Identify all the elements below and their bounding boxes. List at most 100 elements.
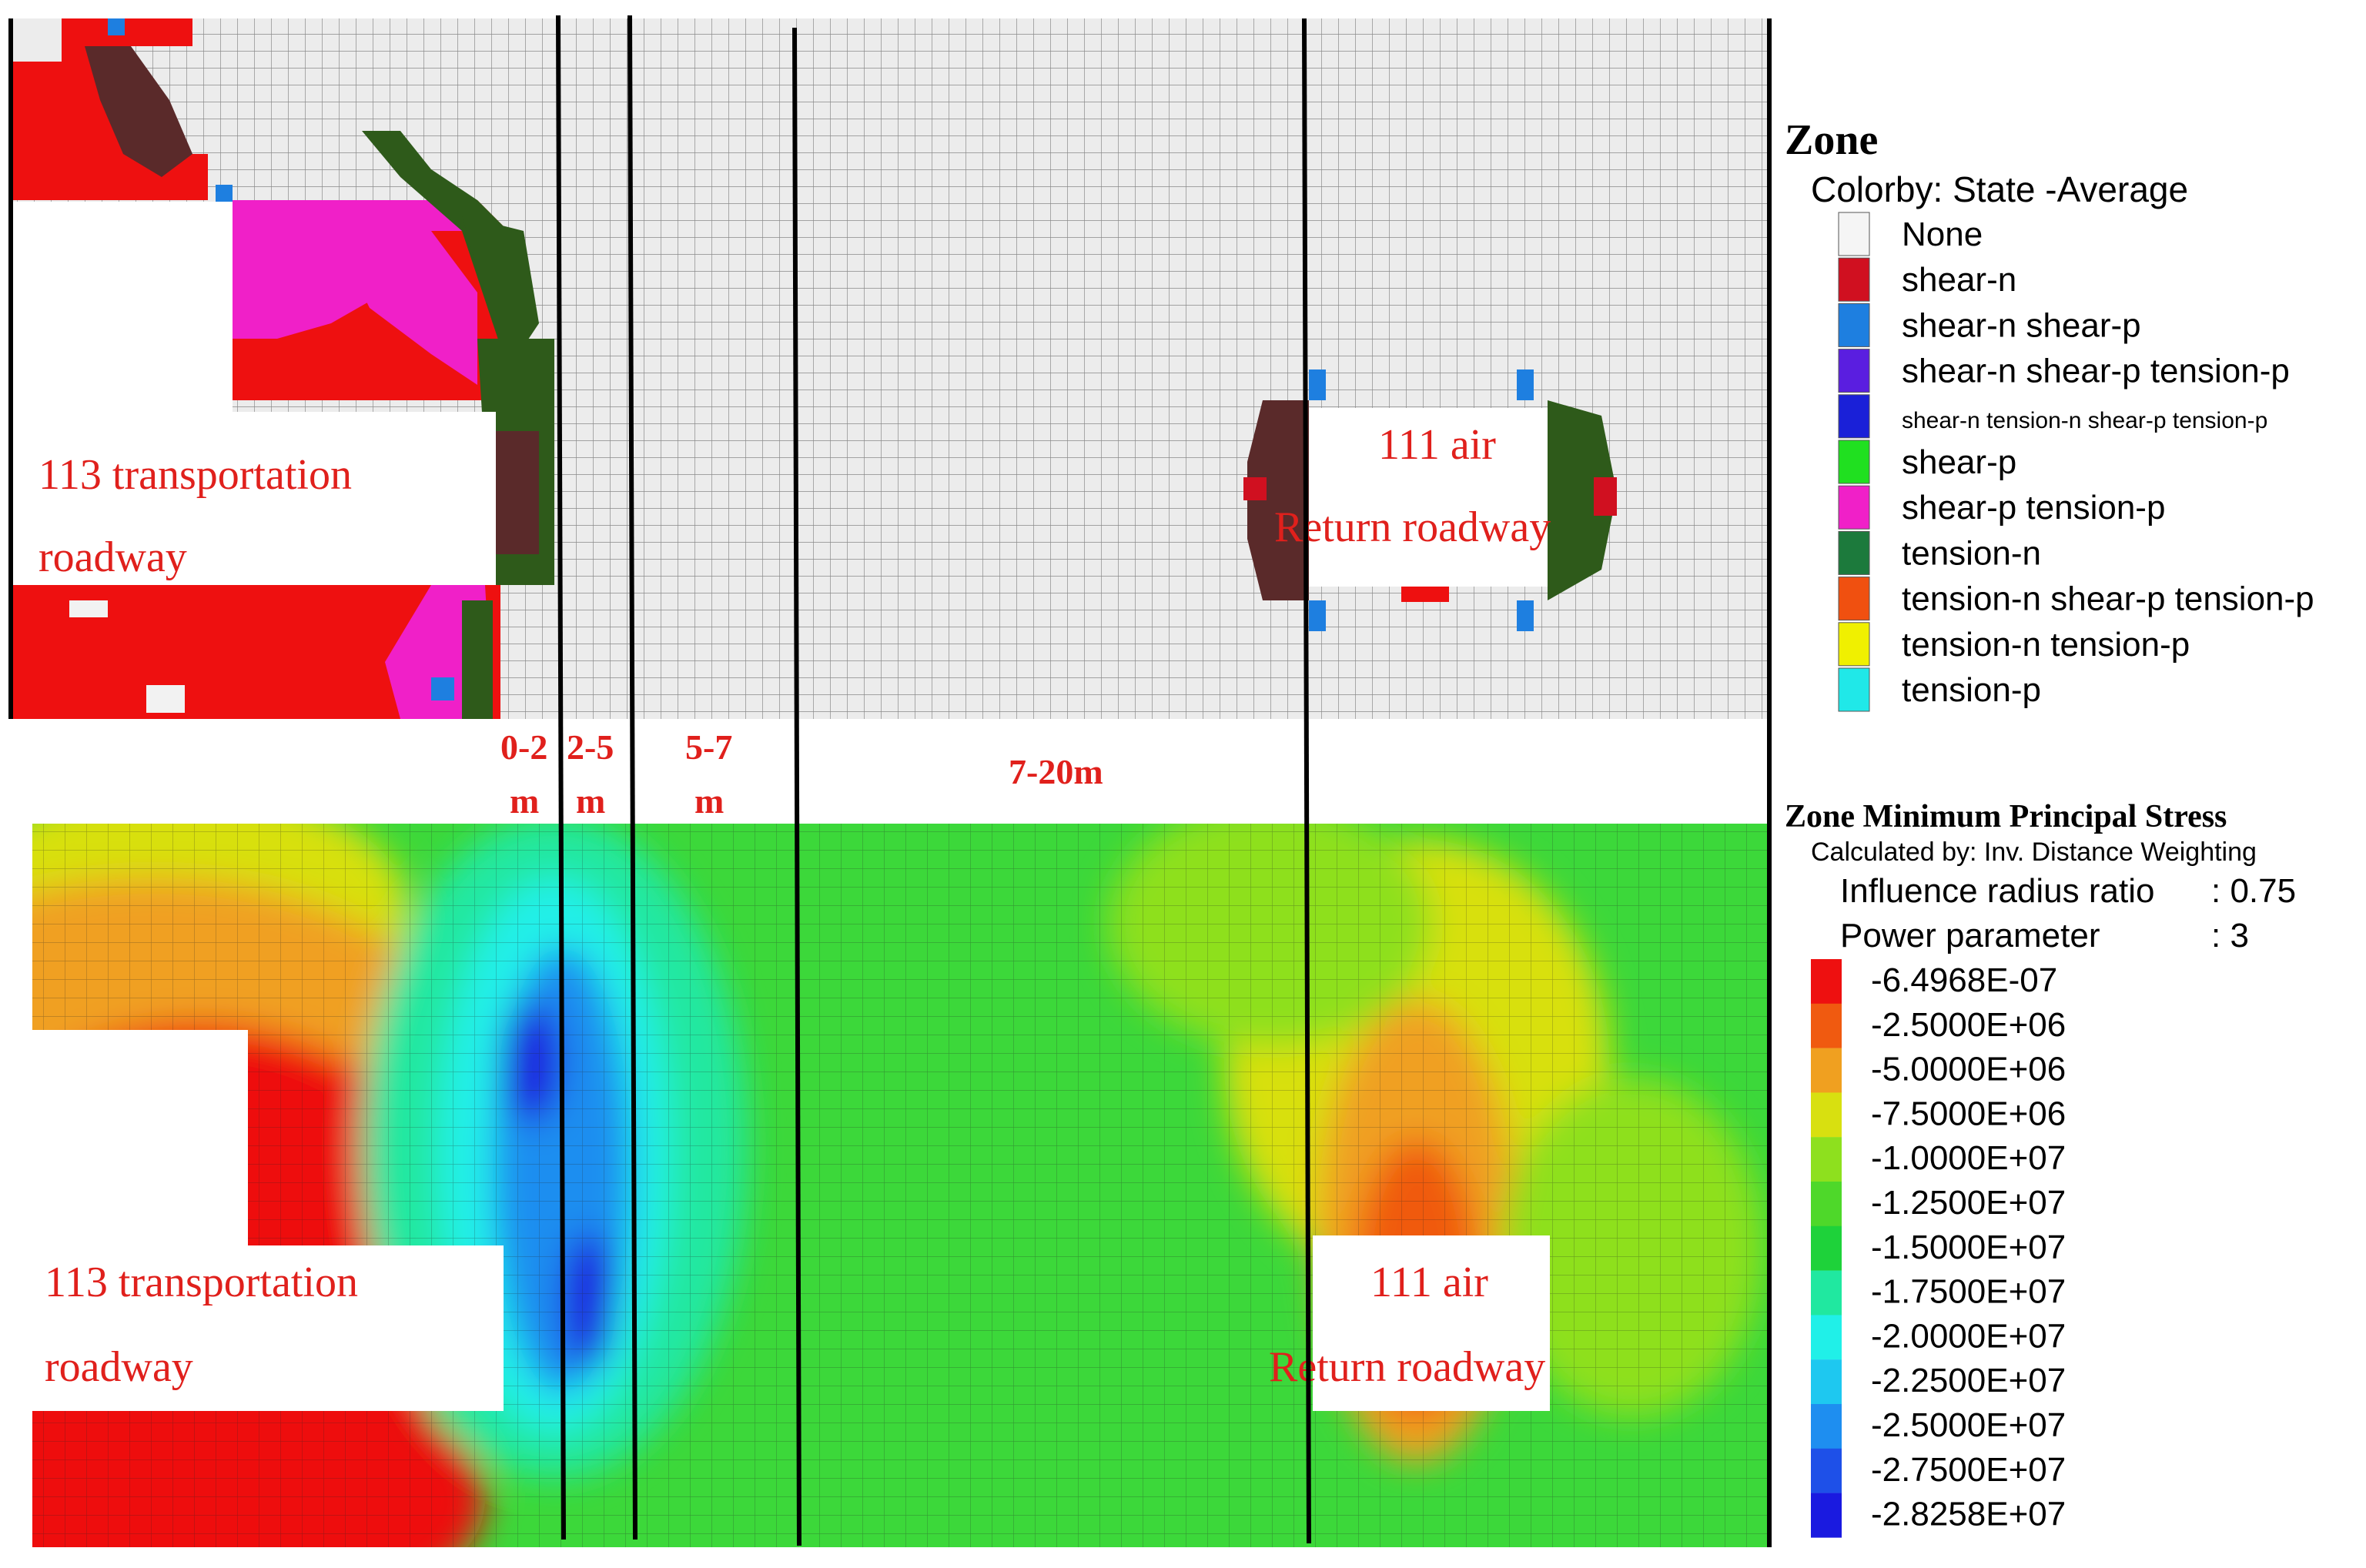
radius-ratio-label: Influence radius ratio xyxy=(1840,872,2154,910)
stress-legend-label: -1.7500E+07 xyxy=(1871,1273,2066,1311)
power-parameter-value: : 3 xyxy=(2211,917,2249,955)
top-left-roadway-label-1: 113 transportation xyxy=(38,451,352,499)
stress-swatch xyxy=(1811,1404,1842,1449)
zone-label-5-7-top: 5-7 xyxy=(685,727,732,767)
stress-legend-label: -2.7500E+07 xyxy=(1871,1451,2066,1489)
stress-legend-method: Calculated by: Inv. Distance Weighting xyxy=(1811,837,2257,867)
left-failure-zone xyxy=(11,18,554,719)
state-legend-label: shear-n shear-p tension-p xyxy=(1902,353,2290,390)
state-legend-subtitle: Colorby: State -Average xyxy=(1811,169,2188,209)
shear-cell xyxy=(1517,369,1534,400)
none-cell xyxy=(69,600,108,617)
stress-swatch xyxy=(1811,1048,1842,1093)
bottom-left-roadway-label-1: 113 transportation xyxy=(45,1259,358,1306)
stress-swatch xyxy=(1811,1137,1842,1182)
bottom-right-roadway-label-1: 111 air xyxy=(1370,1259,1488,1306)
state-legend-label: tension-n xyxy=(1902,534,2041,572)
zone-label-5-7-bottom: m xyxy=(694,781,724,821)
stress-swatch xyxy=(1811,1182,1842,1226)
stress-legend-label: -1.5000E+07 xyxy=(1871,1229,2066,1266)
stress-panel-mesh xyxy=(32,824,1769,1547)
stress-legend-label: -1.0000E+07 xyxy=(1871,1139,2066,1177)
stress-swatch xyxy=(1811,959,1842,1004)
top-left-roadway-label-2: roadway xyxy=(38,533,187,581)
stress-legend-label: -5.0000E+06 xyxy=(1871,1051,2066,1088)
state-panel: 113 transportation roadway 111 air Retur… xyxy=(11,18,1769,719)
divider-5m xyxy=(627,15,638,1540)
state-swatch xyxy=(1838,530,1870,575)
stress-legend-label: -2.2500E+07 xyxy=(1871,1362,2066,1399)
radius-ratio-value: : 0.75 xyxy=(2211,872,2296,910)
stress-legend-label: -1.2500E+07 xyxy=(1871,1184,2066,1222)
stress-swatch xyxy=(1811,1315,1842,1360)
zone-label-2-5-bottom: m xyxy=(576,781,605,821)
shear-cell xyxy=(1594,477,1617,516)
stress-legend-label: -7.5000E+06 xyxy=(1871,1095,2066,1132)
bottom-left-roadway-label-2: roadway xyxy=(45,1343,193,1391)
roadway-opening xyxy=(1309,408,1548,587)
shear-cell xyxy=(216,185,233,202)
stress-swatch xyxy=(1811,1092,1842,1138)
shear-cell xyxy=(1401,587,1449,602)
state-legend-label: tension-n tension-p xyxy=(1902,626,2190,664)
stress-legend-label: -6.4968E-07 xyxy=(1871,961,2057,999)
bottom-right-roadway-label-2: Return roadway xyxy=(1269,1343,1545,1391)
stress-panel xyxy=(32,824,1769,1547)
stress-legend-label: -2.5000E+06 xyxy=(1871,1006,2066,1044)
state-swatch xyxy=(1838,303,1870,347)
top-right-roadway-label-2: Return roadway xyxy=(1274,503,1551,551)
divider-2m xyxy=(556,15,566,1540)
state-legend-label: shear-p tension-p xyxy=(1902,489,2165,527)
state-swatch xyxy=(1838,622,1870,667)
state-swatch xyxy=(1838,485,1870,530)
shear-cell xyxy=(1243,477,1267,500)
shear-cell xyxy=(1309,600,1326,631)
state-legend: Zone Colorby: State -Average None shear-n… xyxy=(1785,116,2314,712)
state-swatch xyxy=(1838,349,1870,393)
state-legend-label: shear-n shear-p xyxy=(1902,306,2141,344)
state-legend-label: shear-p xyxy=(1902,443,2016,481)
stress-legend-title: Zone Minimum Principal Stress xyxy=(1785,799,2227,834)
zone-label-0-2-bottom: m xyxy=(510,781,539,821)
state-swatch xyxy=(1838,577,1870,621)
state-legend-title: Zone xyxy=(1785,116,1878,164)
none-cell xyxy=(146,685,185,713)
roadway-opening xyxy=(11,412,496,585)
stress-swatch xyxy=(1811,1270,1842,1316)
zone-dividers xyxy=(8,15,1772,1547)
power-parameter-label: Power parameter xyxy=(1840,917,2100,955)
divider-20m xyxy=(1302,18,1311,1544)
stress-swatch xyxy=(1811,1003,1842,1048)
shear-cell xyxy=(108,18,125,35)
zone-label-0-2-top: 0-2 xyxy=(500,727,547,767)
zone-label-7-20: 7-20m xyxy=(1009,752,1103,791)
shear-cell xyxy=(431,677,454,700)
state-legend-label: None xyxy=(1902,216,1983,253)
state-swatch xyxy=(1838,667,1870,712)
state-legend-label: tension-p xyxy=(1902,671,2041,709)
stress-swatch xyxy=(1811,1448,1842,1493)
stress-legend-label: -2.5000E+07 xyxy=(1871,1406,2066,1444)
zone-label-2-5-top: 2-5 xyxy=(567,727,614,767)
roadway-opening xyxy=(32,1245,504,1411)
top-right-roadway-label-1: 111 air xyxy=(1378,421,1496,469)
state-legend-label: tension-n shear-p tension-p xyxy=(1902,580,2314,618)
state-swatch xyxy=(1838,394,1870,439)
shear-cell xyxy=(1309,369,1326,400)
zone-labels: 0-2 m 2-5 m 5-7 m 7-20m xyxy=(500,727,1103,821)
state-swatch xyxy=(1838,212,1870,256)
divider-7m xyxy=(792,27,801,1546)
stress-swatch xyxy=(1811,1359,1842,1405)
stress-legend-label: -2.0000E+07 xyxy=(1871,1317,2066,1355)
state-swatch xyxy=(1838,257,1870,302)
roadway-opening xyxy=(1313,1235,1550,1411)
shear-cell xyxy=(1517,600,1534,631)
stress-swatch xyxy=(1811,1493,1842,1538)
right-failure-zone xyxy=(1243,369,1617,631)
stress-swatch xyxy=(1811,1225,1842,1271)
stress-legend: Zone Minimum Principal Stress Calculated… xyxy=(1785,799,2296,1538)
state-legend-label: shear-n xyxy=(1902,261,2016,299)
state-swatch xyxy=(1838,440,1870,484)
stress-legend-label: -2.8258E+07 xyxy=(1871,1496,2066,1533)
